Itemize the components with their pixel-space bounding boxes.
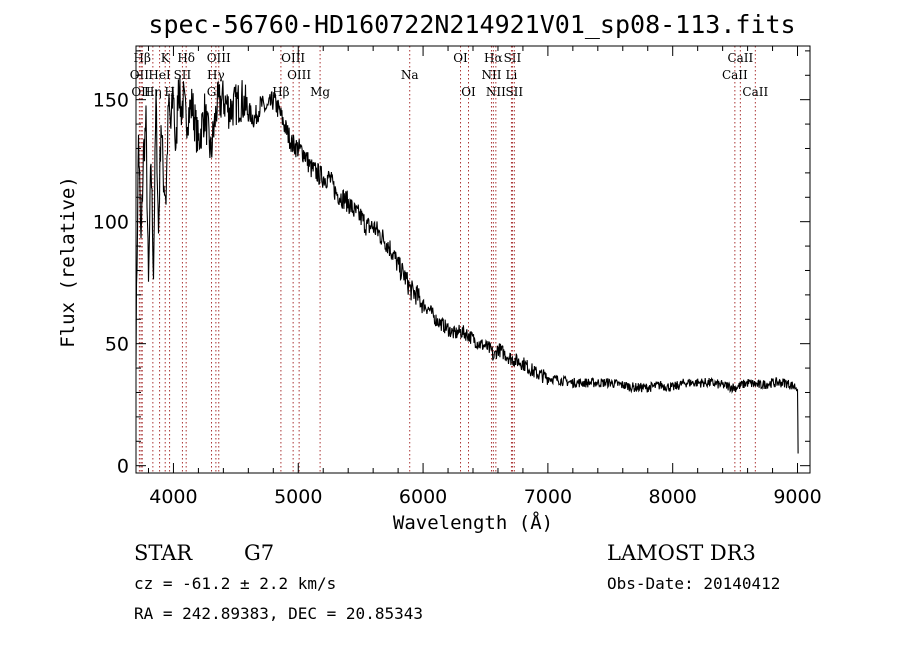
spectral-line-label: OIII [287,68,311,82]
spectral-line-label: G [207,85,217,99]
spectral-line-label: Hβ [272,85,289,99]
spectral-line-label: Li [506,68,518,82]
y-tick-label: 50 [105,334,129,356]
x-tick-label: 6000 [399,486,447,508]
y-axis-label: Flux (relative) [57,176,79,348]
spectral-line-label: OI [461,85,476,99]
redshift-readout: cz = -61.2 ± 2.2 km/s [134,574,336,593]
spectrum-series-line [135,75,799,454]
spectral-line-label: Mg [310,85,330,99]
spectral-line-label: CaII [727,51,753,65]
spectral-line-label: Hη [144,85,162,99]
x-tick-label: 8000 [649,486,697,508]
survey-name: LAMOST DR3 [607,541,756,565]
spectral-line-label: SII [505,85,523,99]
y-tick-label: 150 [93,90,129,112]
spectral-line-label: NII [481,68,501,82]
spectral-line-label: Hβ [134,51,151,65]
spectral-line-label: OI [453,51,468,65]
spectral-line-label: HeI [148,68,171,82]
spectral-line-label: Na [401,68,419,82]
y-tick-label: 0 [117,456,129,478]
chart-title: spec-56760-HD160722N214921V01_sp08-113.f… [148,10,795,39]
spectral-subclass: G7 [244,541,274,565]
object-class: STAR [134,541,193,565]
spectral-line-label: CaII [742,85,768,99]
spectral-line-label: CaII [722,68,748,82]
spectral-line-label: Hγ [207,68,225,82]
spectral-line-label: Hα [484,51,503,65]
x-tick-label: 7000 [524,486,572,508]
x-tick-label: 9000 [773,486,821,508]
spectral-line-label: OIII [207,51,231,65]
plot-frame [135,45,811,474]
spectral-line-label: SII [174,68,192,82]
y-tick-label: 100 [93,212,129,234]
x-tick-label: 5000 [274,486,322,508]
spectral-line-label: K [161,51,171,65]
x-axis-label: Wavelength (Å) [393,511,553,534]
coordinates-readout: RA = 242.89383, DEC = 20.85343 [134,604,423,623]
observation-date: Obs-Date: 20140412 [607,574,780,593]
spectral-line-label: Hδ [177,51,195,65]
x-axis: 4000 5000 6000 7000 8000 9000 [147,46,822,508]
spectral-line-label: H [164,85,174,99]
spectral-line-label: OIII [281,51,305,65]
y-axis: 0 50 100 150 [93,50,810,478]
spectral-line-label: SII [504,51,522,65]
spectral-line-label: NII [486,85,506,99]
x-tick-label: 4000 [149,486,197,508]
